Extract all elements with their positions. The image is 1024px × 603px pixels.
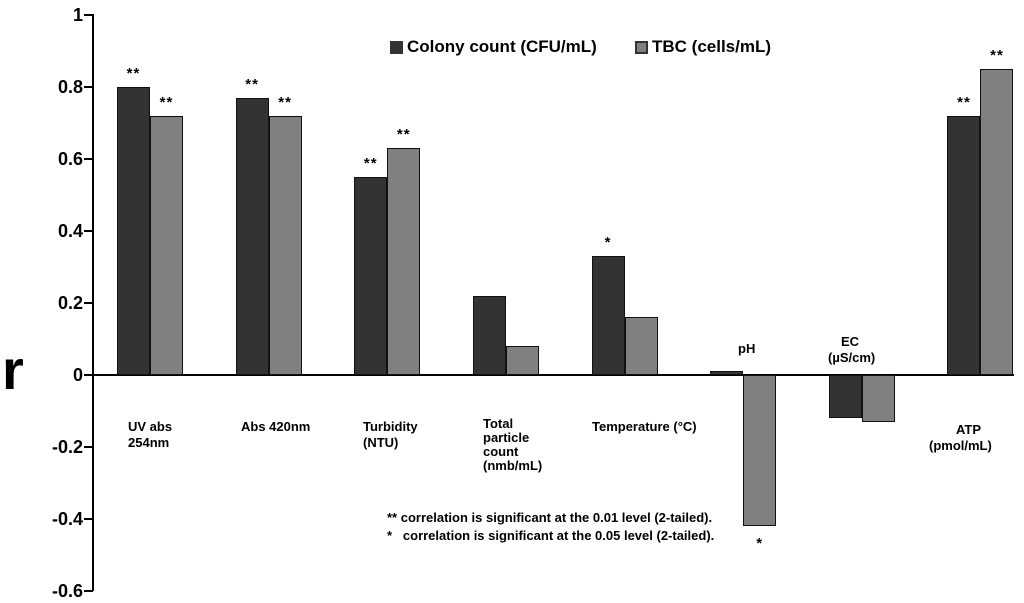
category-label-total-particle-count-nmb-ml: count [483,444,519,459]
legend-item-tbc: TBC (cells/mL) [635,37,771,57]
legend-label-colony-count: Colony count (CFU/mL) [407,37,597,56]
y-tick-label-0-2: -0.2 [51,437,83,457]
sig-tbc-ph: * [756,535,764,553]
y-tick-mark-1 [84,14,93,16]
category-label-turbidity-ntu: Turbidity [363,419,418,434]
y-tick-mark-0-8 [84,86,93,88]
category-label-ph: pH [738,341,756,356]
category-label-uv-abs-254nm: 254nm [128,435,170,450]
bar-colony-ec-s-cm [828,375,862,419]
category-label-atp-pmol-ml: ATP [956,422,982,437]
y-tick-label-1: 1 [72,5,83,25]
category-label-total-particle-count-nmb-ml: (nmb/mL) [483,458,543,473]
y-axis-line [92,14,94,591]
y-tick-label-0-8: 0.8 [57,77,83,97]
category-label-uv-abs-254nm: UV abs [128,419,173,434]
bar-colony-uv-abs-254nm [117,87,150,375]
x-axis-baseline [92,374,1014,376]
sig-colony-turbidity-ntu: ** [363,155,378,172]
bar-tbc-ec-s-cm [861,375,895,422]
bar-colony-atp-pmol-ml [947,115,981,375]
bar-tbc-turbidity-ntu [387,148,421,375]
bar-colony-ph [710,371,744,375]
category-label-turbidity-ntu: (NTU) [363,435,399,450]
y-tick-mark-0-2 [84,302,93,304]
category-label-abs-420nm: Abs 420nm [241,419,311,434]
legend-marker-tbc [635,40,648,54]
footnote-significance-0-05: * correlation is significant at the 0.05… [387,528,715,543]
bar-colony-temperature-c [591,256,625,375]
legend-label-tbc: TBC (cells/mL) [652,37,772,56]
category-label-total-particle-count-nmb-ml: Total [483,416,514,431]
sig-colony-uv-abs-254nm: ** [126,65,141,82]
sig-colony-atp-pmol-ml: ** [957,93,971,111]
bar-tbc-abs-420nm [268,115,302,375]
bar-colony-total-particle-count-nmb-ml [472,295,506,375]
sig-tbc-abs-420nm: ** [278,93,292,111]
bar-colony-turbidity-ntu [354,177,388,375]
footnote-significance-0-01: ** correlation is significant at the 0.0… [387,510,713,525]
y-tick-mark-0-6 [84,590,93,592]
category-label-ec-s-cm: EC [841,334,860,349]
bar-tbc-atp-pmol-ml [980,69,1014,375]
category-label-temperature-c: Temperature (°C) [592,419,697,434]
y-tick-label-0-6: -0.6 [51,581,83,601]
y-tick-mark-0-4 [84,230,93,232]
y-tick-mark-0-2 [84,446,93,448]
y-tick-label-0-4: 0.4 [57,221,83,241]
bar-tbc-temperature-c [624,317,658,375]
sig-tbc-turbidity-ntu: ** [396,126,411,144]
y-tick-label-0: 0 [72,365,83,385]
category-label-total-particle-count-nmb-ml: particle [483,430,530,445]
y-tick-mark-0-6 [84,158,93,160]
y-tick-label-0-6: 0.6 [57,149,83,169]
bar-tbc-ph [743,375,777,527]
y-tick-label-0-2: 0.2 [57,293,83,313]
sig-colony-temperature-c: * [604,234,612,252]
legend-item-colony-count: Colony count (CFU/mL) [390,37,597,57]
legend-marker-colony-count [390,40,403,54]
y-tick-label-0-4: -0.4 [51,509,83,529]
sig-tbc-uv-abs-254nm: ** [159,93,174,111]
sig-tbc-atp-pmol-ml: ** [990,47,1004,64]
y-tick-mark-0 [84,374,93,376]
bar-tbc-uv-abs-254nm [150,115,183,375]
bar-colony-abs-420nm [235,97,269,375]
sig-colony-abs-420nm: ** [245,75,259,93]
category-label-atp-pmol-ml: (pmol/mL) [929,438,992,453]
bar-tbc-total-particle-count-nmb-ml [505,346,539,375]
y-tick-mark-0-4 [84,518,93,520]
category-label-ec-s-cm: (µS/cm) [828,350,876,365]
y-axis-title: r [2,338,24,401]
